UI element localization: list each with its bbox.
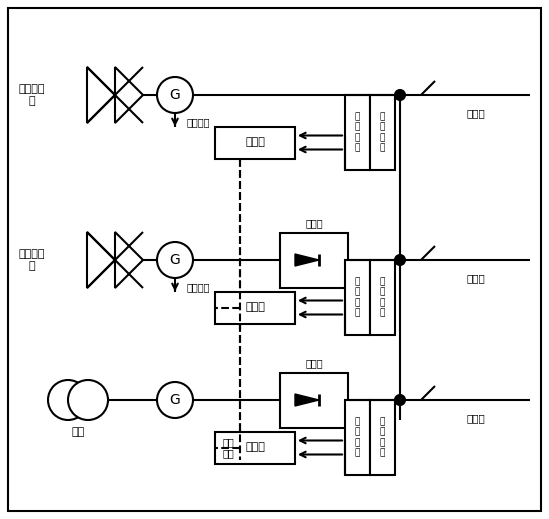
Text: 控制器: 控制器 [245,138,265,147]
Text: G: G [170,88,181,102]
Text: 电
流
检
测: 电 流 检 测 [380,417,385,458]
Text: G: G [170,393,181,407]
Text: 整流器: 整流器 [305,218,323,228]
Bar [345,400,370,475]
Text: 网电: 网电 [71,427,85,437]
Circle shape [157,382,193,418]
Circle shape [68,380,108,420]
Text: 控制器: 控制器 [245,303,265,312]
Bar [345,95,370,170]
Text: 电
流
检
测: 电 流 检 测 [380,113,385,153]
Circle shape [157,77,193,113]
Bar [345,260,370,335]
Bar [370,95,395,170]
Polygon shape [295,394,319,406]
Text: 直流发电
机: 直流发电 机 [19,84,45,106]
Text: 电
压
检
测: 电 压 检 测 [355,277,360,318]
Text: 电
压
检
测: 电 压 检 测 [355,417,360,458]
Circle shape [48,380,88,420]
Circle shape [395,90,405,100]
Text: 电
流
检
测: 电 流 检 测 [380,277,385,318]
Text: 控制器: 控制器 [245,443,265,453]
Text: 整流器: 整流器 [305,359,323,368]
Bar [215,127,295,158]
Bar [370,260,395,335]
Text: 电
压
检
测: 电 压 检 测 [355,113,360,153]
Circle shape [157,242,193,278]
Bar [215,292,295,323]
Text: 断路器: 断路器 [467,273,485,283]
Circle shape [395,395,405,405]
Text: 励磁控制: 励磁控制 [187,282,210,293]
Bar [280,373,348,428]
Bar [215,431,295,463]
Bar [370,400,395,475]
Text: 断路器: 断路器 [467,413,485,423]
Text: 励磁控制: 励磁控制 [187,117,210,128]
Text: G: G [170,253,181,267]
Bar [280,233,348,288]
Text: 交流发电
机: 交流发电 机 [19,249,45,271]
Polygon shape [295,254,319,266]
Text: 断路器: 断路器 [467,108,485,118]
Circle shape [395,255,405,265]
Text: 通讯
总线: 通讯 总线 [222,436,234,458]
